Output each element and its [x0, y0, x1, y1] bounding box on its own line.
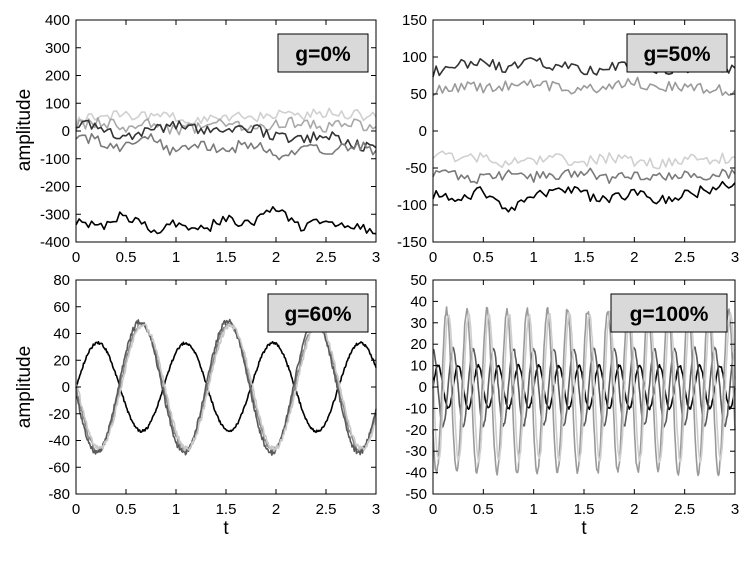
- x-tick-label: 2.5: [316, 501, 337, 518]
- y-tick-label: 20: [410, 336, 427, 353]
- x-axis-label: t: [223, 518, 229, 539]
- y-tick-label: 0: [62, 123, 70, 140]
- y-tick-label: 100: [45, 95, 70, 112]
- y-tick-label: -30: [405, 443, 427, 460]
- y-tick-label: -40: [48, 433, 70, 450]
- y-tick-label: -10: [405, 400, 427, 417]
- y-tick-label: 0: [419, 379, 427, 396]
- x-tick-label: 0.5: [116, 249, 137, 266]
- y-tick-label: -50: [405, 160, 427, 177]
- y-tick-label: -20: [48, 406, 70, 423]
- annotation-label: g=50%: [643, 43, 710, 66]
- annotation-badge: [610, 293, 728, 333]
- x-tick-label: 1: [529, 501, 537, 518]
- series-line-4: [432, 167, 736, 185]
- x-tick-label: 1.5: [216, 249, 237, 266]
- x-tick-label: 1: [172, 249, 180, 266]
- y-tick-label: 0: [419, 123, 427, 140]
- y-tick-label: 40: [53, 326, 70, 343]
- series-line-4: [432, 310, 736, 464]
- y-tick-label: 60: [53, 299, 70, 316]
- y-axis-label: amplitude: [14, 346, 35, 428]
- y-tick-label: 300: [45, 40, 70, 57]
- x-tick-label: 3: [372, 249, 380, 266]
- y-tick-label: 30: [410, 315, 427, 332]
- series-line-3: [432, 150, 736, 170]
- x-tick-label: 1.5: [216, 501, 237, 518]
- figure-ylabel-left: amplitude: [14, 89, 35, 171]
- series-line-1: [75, 107, 377, 126]
- y-tick-label: -80: [48, 486, 70, 503]
- series-line-3: [75, 119, 377, 152]
- y-tick-label: -60: [48, 459, 70, 476]
- x-tick-label: 2: [272, 501, 280, 518]
- annotation-badge: [626, 33, 728, 73]
- y-tick-label: 20: [53, 352, 70, 369]
- series-line-5: [432, 180, 736, 213]
- y-tick-label: -200: [40, 179, 70, 196]
- series-line-3: [75, 318, 377, 456]
- y-tick-label: -300: [40, 206, 70, 223]
- series-line-4: [75, 322, 377, 452]
- annotation-badge: [267, 293, 369, 333]
- x-tick-label: 2: [630, 501, 638, 518]
- y-tick-label: 100: [402, 49, 427, 66]
- y-tick-label: -20: [405, 422, 427, 439]
- series-line-2: [432, 76, 736, 97]
- x-tick-label: 3: [372, 501, 380, 518]
- x-tick-label: 1.5: [574, 249, 595, 266]
- x-tick-label: 0: [429, 501, 437, 518]
- x-tick-label: 0.5: [473, 249, 494, 266]
- x-tick-label: 3: [731, 249, 739, 266]
- x-tick-label: 0: [72, 501, 80, 518]
- series-line-5: [75, 206, 377, 235]
- series-line-1: [75, 341, 377, 434]
- y-tick-label: 50: [410, 86, 427, 103]
- annotation-label: g=60%: [284, 303, 351, 326]
- annotation-label: g=100%: [630, 303, 709, 326]
- x-tick-label: 3: [731, 501, 739, 518]
- x-tick-label: 0: [72, 249, 80, 266]
- y-tick-label: -100: [397, 197, 427, 214]
- x-axis-label: t: [581, 518, 587, 539]
- x-tick-label: 2.5: [674, 501, 695, 518]
- y-tick-label: 150: [402, 12, 427, 29]
- y-tick-label: -150: [397, 234, 427, 251]
- y-tick-label: -40: [405, 465, 427, 482]
- x-tick-label: 0.5: [116, 501, 137, 518]
- y-tick-label: 40: [410, 293, 427, 310]
- y-tick-label: 80: [53, 272, 70, 289]
- x-tick-label: 1.5: [574, 501, 595, 518]
- series-line-2: [75, 116, 377, 136]
- annotation-label: g=0%: [295, 43, 351, 66]
- x-tick-label: 2.5: [316, 249, 337, 266]
- x-tick-label: 2.5: [674, 249, 695, 266]
- x-tick-label: 1: [172, 501, 180, 518]
- y-tick-label: 10: [410, 358, 427, 375]
- x-tick-label: 0: [429, 249, 437, 266]
- x-tick-label: 1: [529, 249, 537, 266]
- x-tick-label: 0.5: [473, 501, 494, 518]
- series-line-4: [75, 133, 377, 161]
- y-tick-label: 0: [62, 379, 70, 396]
- y-tick-label: 200: [45, 68, 70, 85]
- series-line-3: [432, 306, 736, 477]
- y-tick-label: 400: [45, 12, 70, 29]
- x-tick-label: 2: [272, 249, 280, 266]
- y-tick-label: -400: [40, 234, 70, 251]
- series-line-2: [432, 346, 736, 428]
- y-tick-label: -50: [405, 486, 427, 503]
- y-tick-label: 50: [410, 272, 427, 289]
- annotation-badge: [277, 33, 369, 73]
- x-tick-label: 2: [630, 249, 638, 266]
- y-tick-label: -100: [40, 151, 70, 168]
